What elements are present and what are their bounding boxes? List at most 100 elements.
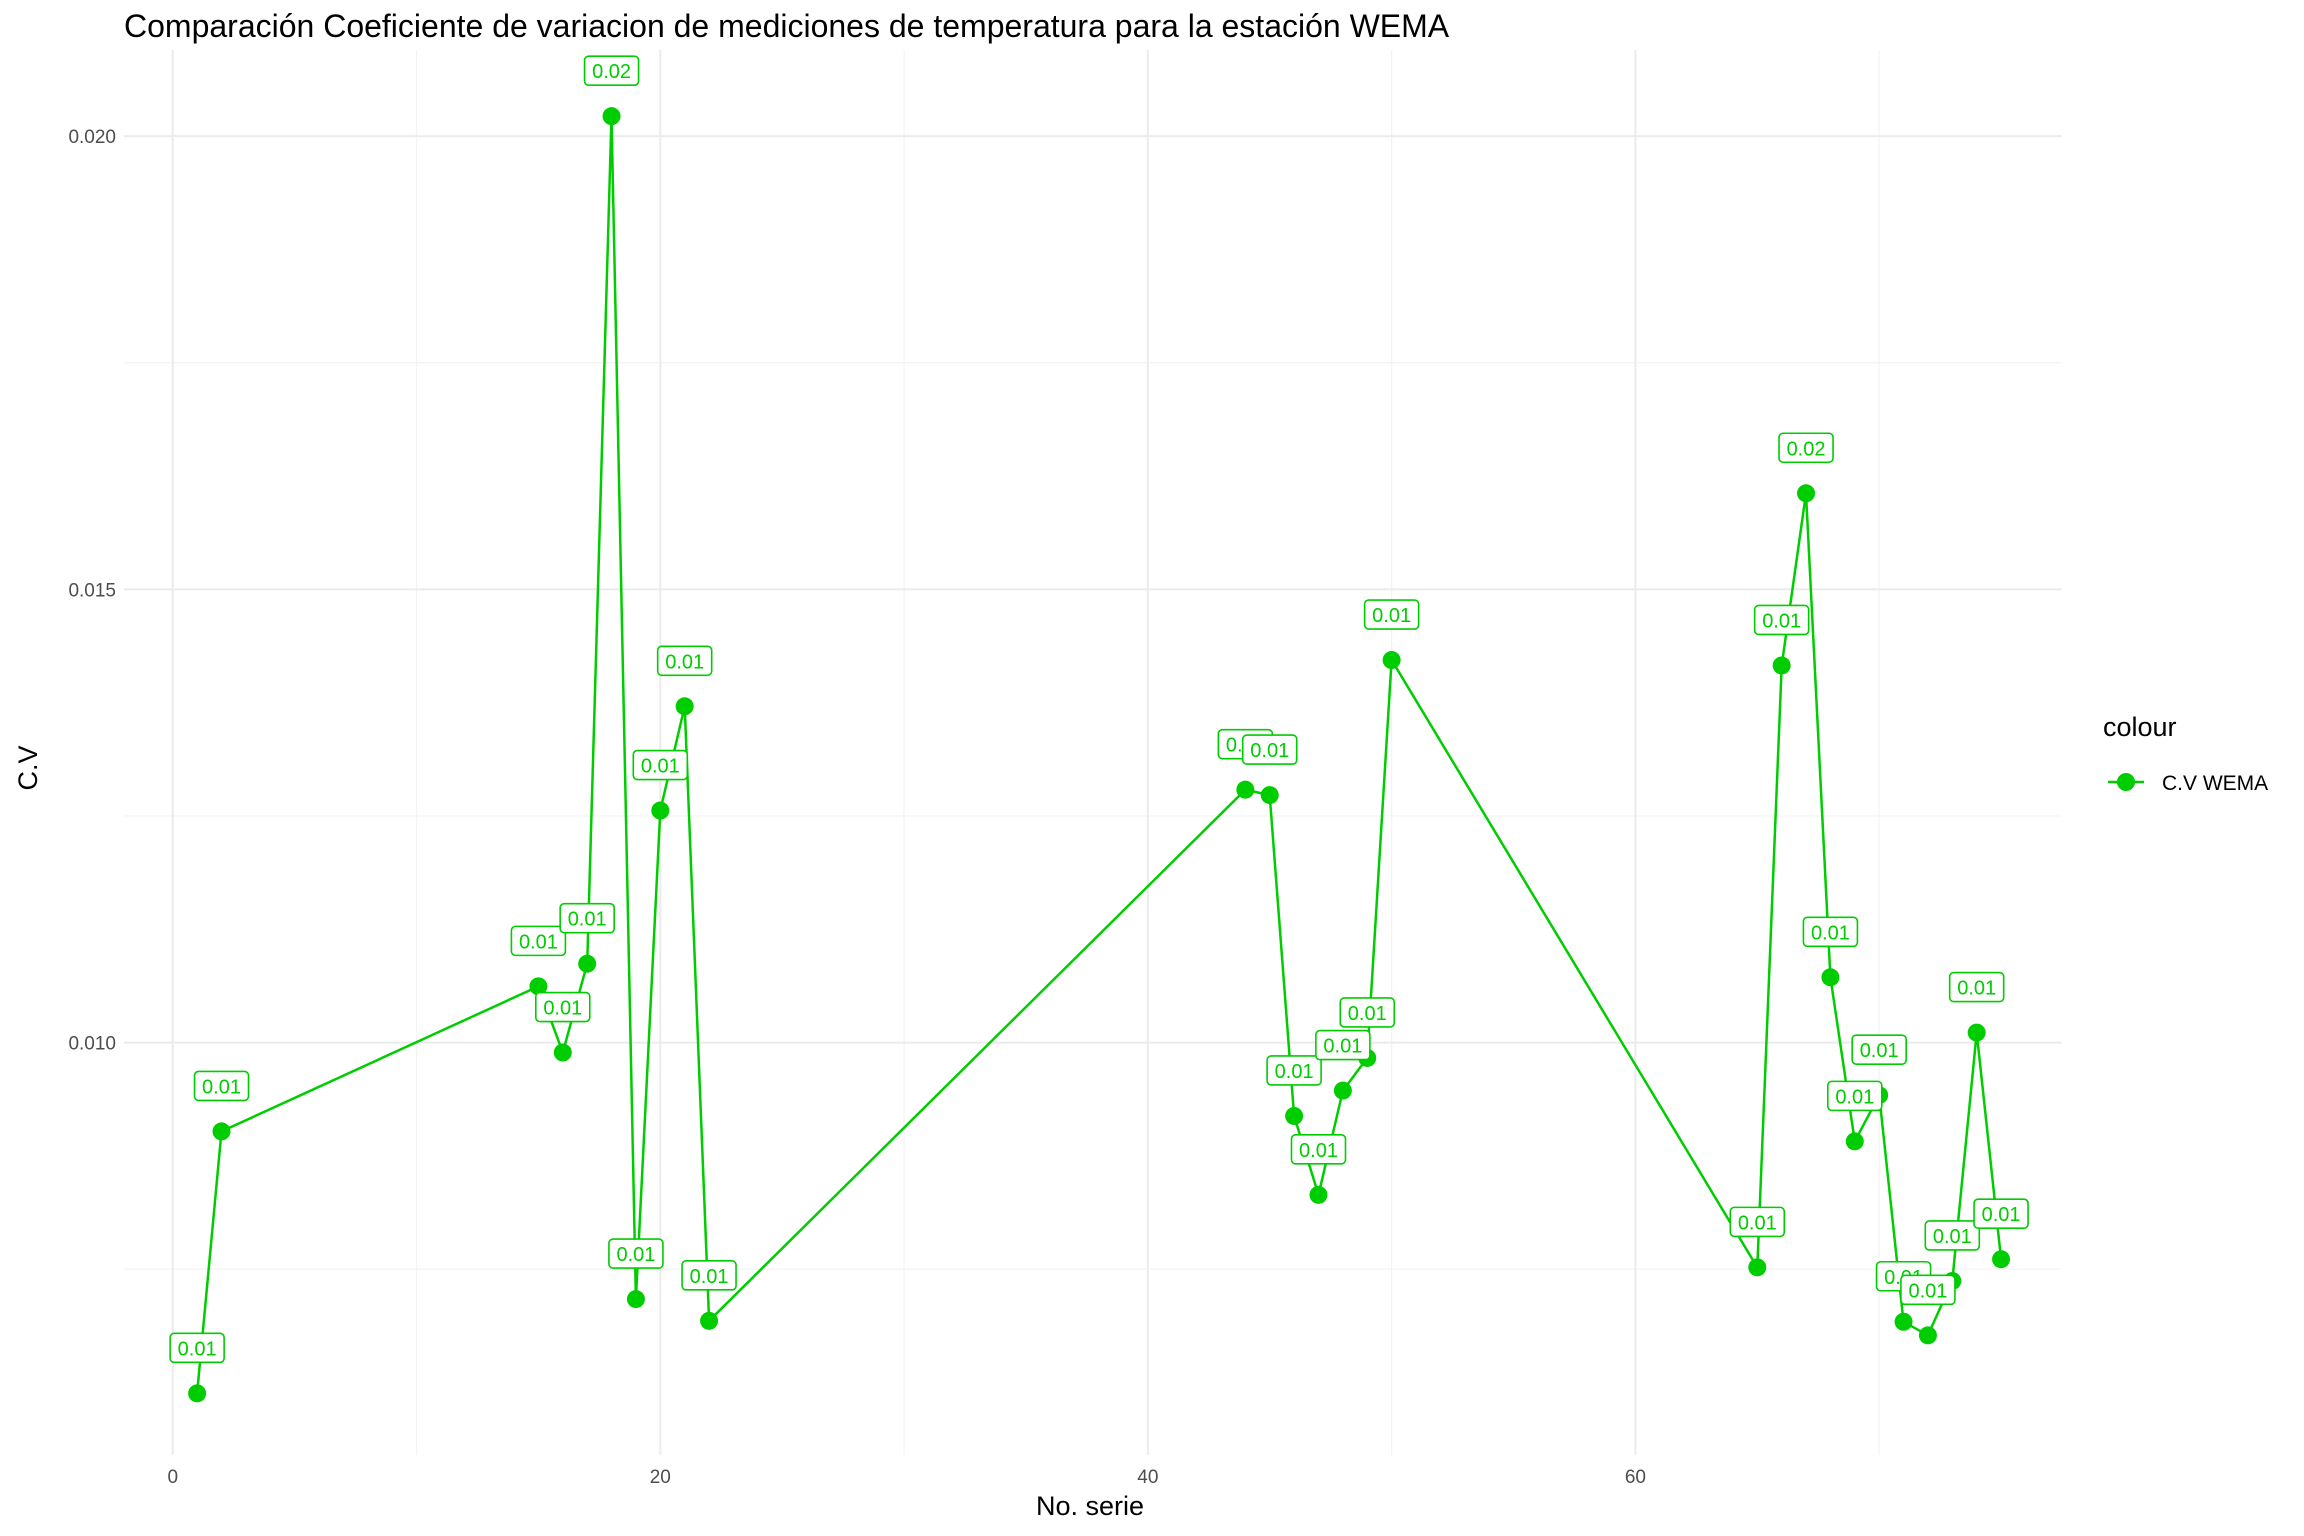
data-label-text: 0.01 (1835, 1086, 1874, 1108)
data-labels: 0.01 0.01 0.01 0.01 0.01 0.02 0.01 0.01 0.01 0.01… (169, 55, 2029, 1364)
data-label: 0.01 (1729, 1206, 1786, 1238)
data-label: 0.01 (1826, 1080, 1883, 1112)
data-label-text: 0.01 (178, 1338, 217, 1360)
data-label: 0.01 (1900, 1274, 1956, 1306)
data-label-box (1290, 1134, 1347, 1165)
data-label-text: 0.01 (519, 931, 558, 953)
data-point (1309, 1185, 1328, 1204)
data-label-text: 0.01 (1908, 1280, 1947, 1302)
data-point (626, 1290, 645, 1309)
data-point (1845, 1132, 1864, 1151)
data-label-text: 0.01 (1933, 1226, 1972, 1248)
data-label-box (169, 1332, 225, 1364)
x-axis-ticks: 0 20 40 60 (167, 1467, 1646, 1488)
data-label-box (608, 1238, 664, 1269)
data-label-box (1363, 599, 1420, 630)
data-label-text: 0.01 (690, 1266, 729, 1288)
data-label: 0.01 (1290, 1134, 1347, 1165)
data-label: 0.01 (193, 1070, 250, 1102)
data-point (1992, 1250, 2011, 1269)
data-label-text: 0.01 (1372, 605, 1411, 627)
data-label: 0.01 (534, 991, 591, 1023)
data-label-box (1266, 1055, 1322, 1086)
data-point (675, 697, 694, 716)
data-label-text: 0.01 (1811, 922, 1850, 944)
data-label: 0.01 (1802, 916, 1859, 948)
data-label: 0.01 (169, 1332, 225, 1364)
data-label-box (510, 925, 567, 957)
data-label: 0.01 (1753, 604, 1810, 636)
data-label-box (534, 991, 591, 1023)
data-label-box (1826, 1080, 1883, 1112)
data-label: 0.01 (1315, 1029, 1371, 1061)
legend-entry-cv-wema: C.V WEMA (2162, 772, 2268, 795)
data-label: 0.01 (656, 645, 713, 677)
grid-minor (124, 50, 2062, 1455)
data-point (1748, 1258, 1767, 1277)
data-label-box (656, 645, 713, 677)
data-point (1821, 968, 1840, 987)
data-label-text: 0.01 (1860, 1040, 1899, 1062)
data-label-box (632, 749, 689, 781)
data-point (651, 801, 670, 820)
x-tick-label: 40 (1137, 1467, 1158, 1488)
data-label: 0.01 (510, 925, 567, 957)
data-label: 0.01 (1924, 1220, 1981, 1251)
series-lines (195, 114, 2003, 1394)
data-label-text: 0.02 (1787, 438, 1826, 460)
data-point (1894, 1312, 1913, 1331)
data-label-box (1753, 604, 1810, 636)
y-axis-ticks: 0.010 0.015 0.020 (68, 127, 116, 1054)
data-label-box (1802, 916, 1859, 948)
data-label: 0.02 (1778, 432, 1834, 464)
data-label-text: 0.01 (568, 909, 607, 931)
data-label: 0.01 (681, 1260, 737, 1291)
data-point (1772, 656, 1791, 675)
data-label: 0.01 (1241, 734, 1298, 765)
data-label-text: 0.01 (1299, 1140, 1338, 1162)
data-point (529, 977, 548, 996)
data-label-box (1315, 1029, 1371, 1061)
data-label-box (583, 55, 640, 86)
data-label: 0.01 (559, 902, 615, 934)
data-label-box (1973, 1198, 2029, 1230)
data-label-text: 0.01 (1762, 610, 1801, 632)
data-label-text: 0.01 (1738, 1212, 1777, 1234)
data-label: 0.01 (1363, 599, 1420, 630)
data-point (188, 1384, 207, 1403)
data-label: 0.01 (1973, 1198, 2029, 1230)
data-label-text: 0.01 (543, 998, 582, 1020)
data-point (212, 1122, 231, 1141)
data-point (1918, 1326, 1937, 1345)
legend-title: colour (2103, 712, 2177, 742)
x-tick-label: 0 (167, 1467, 178, 1488)
data-point (1333, 1081, 1352, 1100)
data-label: 0.01 (1266, 1055, 1322, 1086)
data-point (1797, 484, 1816, 503)
data-label-box (1948, 971, 2005, 1003)
y-tick-label: 0.015 (68, 580, 116, 601)
data-point (1260, 786, 1279, 805)
data-label: 0.01 (608, 1238, 664, 1269)
data-label-text: 0.01 (641, 756, 680, 778)
grid-major (124, 50, 2062, 1455)
data-label-text: 0.01 (1275, 1061, 1314, 1083)
data-label: 0.01 (632, 749, 689, 781)
data-label-box (1778, 432, 1834, 464)
data-label-box (1241, 734, 1298, 765)
data-label-text: 0.01 (616, 1244, 655, 1266)
data-label: 0.01 (1948, 971, 2005, 1003)
data-label: 0.01 (1339, 997, 1396, 1028)
y-axis-title: C.V (13, 745, 43, 790)
data-label-box (1900, 1274, 1956, 1306)
data-label-box (1924, 1220, 1981, 1251)
data-label-box (1851, 1034, 1907, 1065)
data-label-box (193, 1070, 250, 1102)
data-label-box (1339, 997, 1396, 1028)
x-tick-label: 60 (1625, 1467, 1646, 1488)
data-label-text: 0.01 (1250, 740, 1289, 762)
data-point (602, 107, 621, 126)
data-point (578, 954, 597, 973)
data-label-box (1729, 1206, 1786, 1238)
